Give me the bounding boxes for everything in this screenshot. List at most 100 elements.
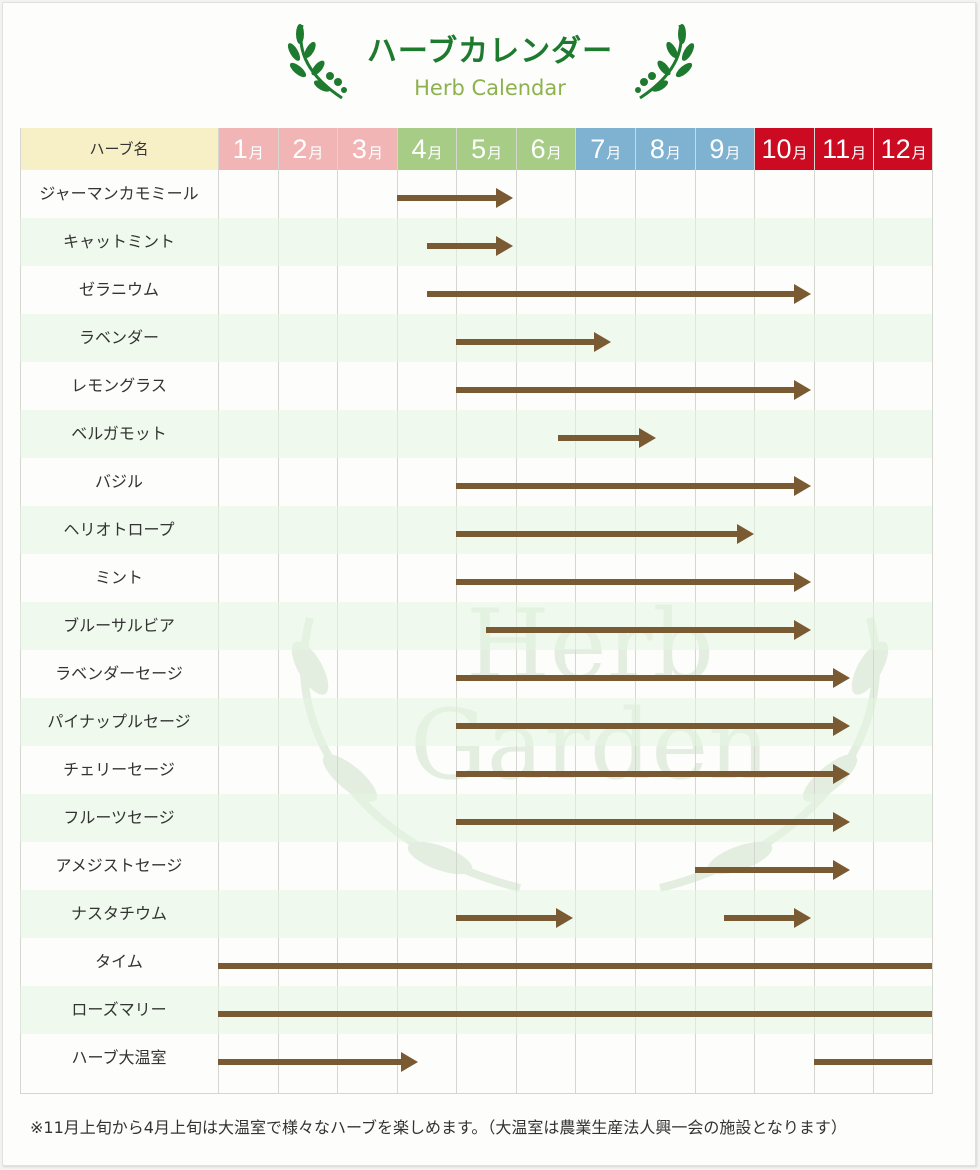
season-arrowhead: [793, 572, 811, 592]
season-arrowhead: [495, 236, 513, 256]
month-header-9: 9月: [695, 128, 755, 170]
month-suffix: 月: [665, 145, 681, 162]
season-bar: [426, 291, 795, 297]
table-bottom-border: [20, 1093, 933, 1094]
season-bar: [218, 963, 933, 969]
season-bar: [694, 867, 834, 873]
season-arrowhead: [793, 908, 811, 928]
month-suffix: 月: [606, 145, 622, 162]
season-bar: [456, 819, 834, 825]
laurel-left-icon: [287, 24, 347, 100]
season-bar: [456, 723, 834, 729]
month-header-11: 11月: [814, 128, 874, 170]
herb-name-header: ハーブ名: [20, 128, 218, 170]
season-arrowhead: [793, 380, 811, 400]
season-arrowhead: [832, 860, 850, 880]
month-number: 12: [880, 134, 911, 164]
herb-row: タイム: [20, 938, 933, 986]
herb-row: ラベンダーセージ: [20, 650, 933, 698]
herb-row: ジャーマンカモミール: [20, 170, 933, 218]
season-bar: [813, 1059, 933, 1065]
month-header-10: 10月: [755, 128, 814, 170]
season-bar: [218, 1059, 402, 1065]
season-arrowhead: [832, 812, 850, 832]
month-suffix: 月: [546, 145, 562, 162]
herb-name: アメジストセージ: [55, 856, 183, 875]
herb-name: チェリーセージ: [63, 760, 175, 779]
season-arrowhead: [555, 908, 573, 928]
herb-calendar-table: Herb Garden ハーブ名 1月2月3月4月5月6月7月8月9月10月11…: [20, 128, 933, 1094]
month-header-3: 3月: [338, 128, 397, 170]
month-header-2: 2月: [278, 128, 338, 170]
month-number: 8: [649, 134, 665, 164]
month-header-7: 7月: [576, 128, 636, 170]
month-number: 11: [822, 134, 851, 164]
season-arrowhead: [832, 716, 850, 736]
season-bar: [456, 483, 795, 489]
season-bar: [456, 579, 795, 585]
season-bar: [724, 915, 795, 921]
herb-row: キャットミント: [20, 218, 933, 266]
month-suffix: 月: [851, 145, 867, 162]
season-bar: [456, 771, 834, 777]
month-number: 7: [590, 134, 606, 164]
season-arrowhead: [737, 524, 755, 544]
herb-row: ヘリオトロープ: [20, 506, 933, 554]
herb-name: キャットミント: [62, 232, 175, 251]
herb-name: フルーツセージ: [63, 808, 175, 827]
season-bar: [486, 627, 795, 633]
season-bar: [426, 243, 497, 249]
page-subtitle: Herb Calendar: [414, 76, 566, 100]
season-arrowhead: [793, 476, 811, 496]
herb-name: ハーブ大温室: [71, 1048, 167, 1067]
month-header-6: 6月: [516, 128, 576, 170]
month-header-4: 4月: [397, 128, 457, 170]
season-bar: [557, 435, 640, 441]
season-bar: [218, 1011, 933, 1017]
month-number: 2: [292, 134, 308, 164]
season-arrowhead: [594, 332, 612, 352]
herb-name: ミント: [94, 568, 143, 587]
page-title: ハーブカレンダー: [366, 34, 614, 69]
herb-name: ゼラニウム: [78, 280, 159, 299]
herb-name: ブルーサルビア: [63, 616, 175, 635]
herb-name: ナスタチウム: [70, 904, 167, 923]
herb-row: ベルガモット: [20, 410, 933, 458]
herb-row: ラベンダー: [20, 314, 933, 362]
season-arrowhead: [832, 764, 850, 784]
season-arrowhead: [495, 188, 513, 208]
season-bar: [456, 531, 739, 537]
season-bar: [456, 387, 795, 393]
season-bar: [456, 675, 834, 681]
herb-name: ラベンダー: [78, 328, 159, 347]
page-header: ハーブカレンダー Herb Calendar: [0, 0, 980, 110]
month-suffix: 月: [487, 145, 503, 162]
month-suffix: 月: [725, 145, 741, 162]
herb-row: ローズマリー: [20, 986, 933, 1034]
herb-row: パイナップルセージ: [20, 698, 933, 746]
herb-row: ハーブ大温室: [20, 1034, 933, 1082]
herb-name: パイナップルセージ: [47, 712, 191, 731]
month-header-1: 1月: [219, 128, 278, 170]
month-header-12: 12月: [874, 128, 933, 170]
season-arrowhead: [832, 668, 850, 688]
month-number: 6: [530, 134, 546, 164]
herb-row: バジル: [20, 458, 933, 506]
footnote: ※11月上旬から4月上旬は大温室で様々なハーブを楽しめます。（大温室は農業生産法…: [30, 1118, 847, 1137]
herb-name: ベルガモット: [71, 424, 167, 443]
month-suffix: 月: [248, 145, 264, 162]
season-arrowhead: [638, 428, 656, 448]
herb-row: アメジストセージ: [20, 842, 933, 890]
month-header-8: 8月: [636, 128, 695, 170]
herb-row: フルーツセージ: [20, 794, 933, 842]
herb-row: ブルーサルビア: [20, 602, 933, 650]
herb-name: レモングラス: [71, 376, 167, 395]
month-number: 10: [761, 134, 792, 164]
herb-name: タイム: [95, 952, 143, 971]
herb-name: ヘリオトロープ: [63, 520, 175, 539]
month-number: 9: [709, 134, 725, 164]
laurel-right-icon: [635, 24, 695, 100]
month-number: 3: [351, 134, 367, 164]
month-suffix: 月: [427, 145, 443, 162]
month-suffix: 月: [308, 145, 324, 162]
